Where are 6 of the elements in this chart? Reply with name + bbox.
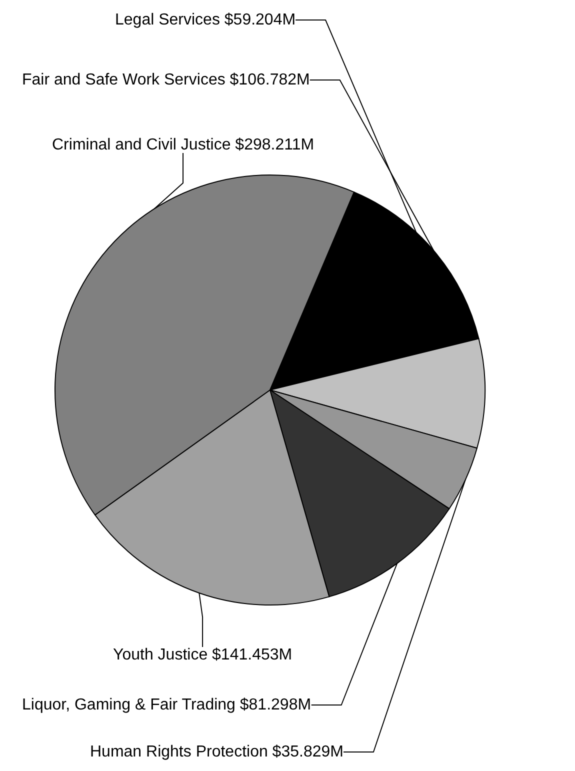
slice-label: Human Rights Protection $35.829M <box>90 744 344 760</box>
slice-label: Liquor, Gaming & Fair Trading $81.298M <box>22 696 312 714</box>
slice-label: Youth Justice $141.453M <box>113 646 292 664</box>
slice-label: Fair and Safe Work Services $106.782M <box>22 72 310 88</box>
slice-label: Criminal and Civil Justice $298.211M <box>52 136 314 154</box>
slice-label: Legal Services $59.204M <box>115 12 296 28</box>
